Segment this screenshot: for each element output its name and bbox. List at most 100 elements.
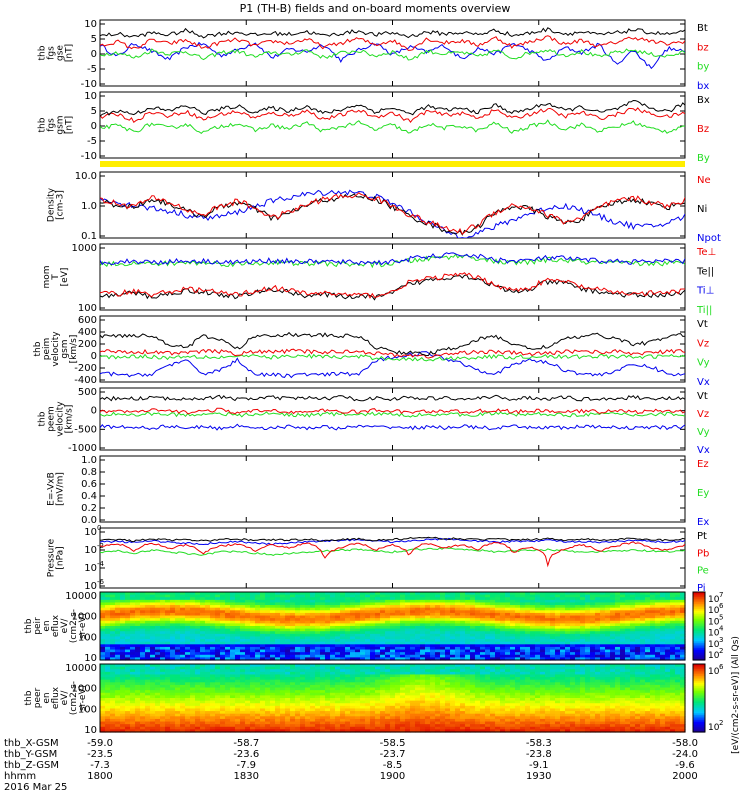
y-tick-label: 400 <box>78 327 97 338</box>
y-tick-label: 1000 <box>72 243 97 254</box>
y-tick-label: -400 <box>74 375 97 386</box>
colorbar-tick-label: 10 <box>708 595 720 605</box>
y-axis-label: E=-VxB <box>47 472 57 506</box>
y-tick-label: 0.4 <box>81 491 97 502</box>
y-axis-label: eV/ <box>60 690 70 706</box>
legend-label: Pb <box>697 548 709 559</box>
x-axis-row-value: -7.9 <box>236 760 256 771</box>
y-tick-label: 0.6 <box>81 479 97 490</box>
legend-label: Te|| <box>696 266 714 277</box>
colorbar-tick-label: 10 <box>708 723 720 733</box>
x-axis-row-value: -58.0 <box>672 738 698 749</box>
series-Ne-line <box>100 192 685 236</box>
series-Pt-line <box>100 536 685 543</box>
y-axis-label: thb <box>24 618 34 633</box>
y-axis-label: gse <box>56 45 66 61</box>
y-tick-label: 10 <box>84 725 97 736</box>
x-axis-row-value: -58.3 <box>526 738 552 749</box>
series-bz-line <box>100 35 685 51</box>
y-tick-label: 0 <box>91 406 97 417</box>
y-axis-label: gsm <box>60 339 70 358</box>
legend-label: Vz <box>697 338 709 349</box>
y-axis-label: [nT] <box>65 116 75 134</box>
y-tick-label: -500 <box>74 424 97 435</box>
y-axis-label: peim <box>42 338 52 361</box>
series-By-line <box>100 119 685 135</box>
x-axis-row-value: -9.6 <box>675 760 695 771</box>
legend-label: Vy <box>697 358 710 369</box>
y-tick-label: -10 <box>81 79 97 90</box>
x-axis-row-value: -23.6 <box>233 749 259 760</box>
y-tick-label: 0 <box>91 351 97 362</box>
colorbar-peer-spectrogram: 10 610 2 <box>692 663 724 733</box>
legend-label: Vz <box>697 409 709 420</box>
colorbar-tick-exponent: 2 <box>719 719 723 727</box>
x-axis-row-value: 1830 <box>234 771 259 782</box>
y-axis-label: (cm2-s- <box>69 681 79 715</box>
x-axis-row-value: -9.1 <box>529 760 549 771</box>
legend-label: Pe <box>697 566 709 577</box>
panel-frame <box>99 527 686 589</box>
legend-label: Ti|| <box>696 305 712 316</box>
x-axis-row-value: 1930 <box>526 771 551 782</box>
legend-label: Bz <box>697 124 709 135</box>
y-tick-label: 600 <box>78 315 97 326</box>
y-tick-label: 100 <box>78 704 97 715</box>
legend-label: Ne <box>697 175 711 186</box>
x-axis-row-value: -58.5 <box>380 738 406 749</box>
y-axis-label: [nT] <box>65 44 75 62</box>
y-tick-label: 0 <box>91 49 97 60</box>
panel-frame <box>99 315 686 383</box>
x-axis-row-value: -8.5 <box>383 760 403 771</box>
y-axis-label: velocity <box>51 331 61 367</box>
legend-label: Ti⊥ <box>696 286 714 297</box>
y-axis-label: [nPa] <box>56 546 66 569</box>
panel-temperature: mom T [eV] 1000 100 Te⊥ Te|| Ti⊥ Ti|| <box>42 243 716 316</box>
legend-label: Ey <box>697 488 709 499</box>
y-tick-label: 1000 <box>72 612 97 623</box>
x-axis-row-value: 1800 <box>87 771 112 782</box>
colorbar-tick-label: 10 <box>708 606 720 616</box>
legend-label: Vt <box>697 391 708 402</box>
y-axis-label: thb <box>38 411 48 426</box>
y-tick-label: -5 <box>87 64 97 75</box>
y-axis-label: fgs <box>47 118 57 132</box>
flag-strip <box>100 161 685 167</box>
colorbar-tick-exponent: 6 <box>719 602 724 610</box>
colorbar-tick-label: 10 <box>708 667 720 677</box>
y-tick-label: 10 <box>84 653 97 664</box>
date-label: 2016 Mar 25 <box>4 782 67 793</box>
colorbar-tick-exponent: 5 <box>719 613 723 621</box>
series-Ni-line <box>100 193 685 236</box>
legend-label: Bx <box>697 95 710 106</box>
y-tick-label: 10000 <box>65 663 97 674</box>
y-tick-label: -1000 <box>68 443 97 454</box>
series-Vx-line <box>100 423 685 431</box>
x-axis-row-value: 2000 <box>672 771 697 782</box>
series-Pi-line <box>100 537 685 546</box>
y-axis-label: thb <box>24 690 34 705</box>
colorbar-tick-label: 10 <box>708 651 720 661</box>
y-axis-label: peer <box>33 687 43 708</box>
y-tick-label: 10 <box>84 545 97 556</box>
y-axis-label: gsm <box>56 115 66 134</box>
panel-fgs-gsm: thb fgs gsm [nT] 10 5 0 -5 -10 Bx Bz By <box>38 91 710 164</box>
y-axis-label: sr-eV) <box>78 613 88 639</box>
legend-label: Ez <box>697 459 709 470</box>
y-axis-label: [eV] <box>60 268 70 287</box>
y-tick-label: 5 <box>91 106 97 117</box>
y-tick-label: 10 <box>84 563 97 574</box>
y-tick-label: -5 <box>87 136 97 147</box>
series-Te-line <box>100 272 685 299</box>
panel-efield: E=-VxB [mV/m] 1.00.80.60.40.20.0 Ez Ey Ex <box>47 455 710 528</box>
y-tick-label: 0.8 <box>81 467 97 478</box>
x-axis-row-value: -23.7 <box>380 749 406 760</box>
y-axis-label: sr-eV) <box>78 685 88 711</box>
series-Bt-line <box>100 27 685 39</box>
y-tick-label: 1.0 <box>81 201 97 212</box>
y-axis-label: Pressure <box>47 538 57 577</box>
x-axis-row-value: -7.3 <box>90 760 110 771</box>
